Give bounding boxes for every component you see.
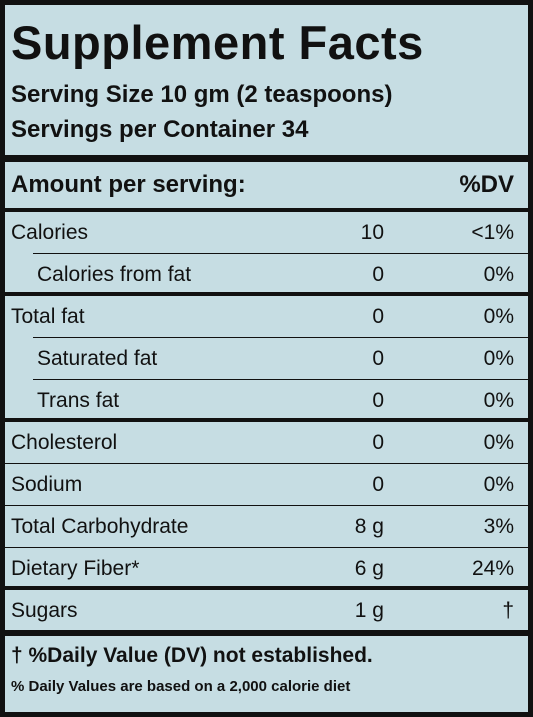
nutrient-name: Trans fat bbox=[37, 389, 120, 412]
nutrient-dv: 0% bbox=[483, 473, 514, 496]
nutrient-dv: † bbox=[502, 599, 514, 622]
nutrient-dv: 0% bbox=[483, 347, 514, 370]
footnote: % Daily Values are based on a 2,000 calo… bbox=[11, 678, 351, 695]
nutrient-row: Dietary Fiber* 6 g 24% bbox=[5, 548, 528, 590]
nutrient-amount: 0 bbox=[372, 347, 384, 370]
title: Supplement Facts bbox=[11, 16, 424, 69]
nutrient-amount: 0 bbox=[372, 305, 384, 328]
nutrient-dv: 0% bbox=[483, 431, 514, 454]
nutrient-row: Cholesterol 0 0% bbox=[5, 422, 528, 464]
nutrient-dv: 0% bbox=[483, 263, 514, 286]
nutrient-name: Dietary Fiber* bbox=[11, 557, 140, 580]
nutrient-row: Sodium 0 0% bbox=[5, 464, 528, 506]
nutrient-amount: 6 g bbox=[354, 557, 384, 580]
header-row: Amount per serving: %DV bbox=[5, 162, 528, 212]
nutrient-name: Total fat bbox=[11, 305, 85, 328]
nutrient-amount: 0 bbox=[372, 263, 384, 286]
nutrient-dv: 0% bbox=[483, 389, 514, 412]
nutrient-amount: 8 g bbox=[354, 515, 384, 538]
nutrient-dv: 3% bbox=[483, 515, 514, 538]
nutrient-name: Saturated fat bbox=[37, 347, 158, 370]
nutrient-name: Cholesterol bbox=[11, 431, 118, 454]
nutrient-dv: <1% bbox=[471, 221, 514, 244]
nutrient-name: Calories from fat bbox=[37, 263, 192, 286]
nutrient-dv: 0% bbox=[483, 305, 514, 328]
nutrient-row: Saturated fat 0 0% bbox=[5, 338, 528, 380]
nutrient-name: Sugars bbox=[11, 599, 78, 622]
nutrient-rows: Calories 10 <1% Calories from fat 0 0% Total f… bbox=[5, 212, 528, 636]
header-dv: %DV bbox=[459, 171, 514, 198]
nutrient-row: Sugars 1 g † bbox=[5, 590, 528, 636]
nutrient-row: Calories from fat 0 0% bbox=[5, 254, 528, 296]
nutrient-amount: 1 g bbox=[354, 599, 384, 622]
footnote: † %Daily Value (DV) not established. bbox=[11, 644, 373, 667]
nutrient-name: Total Carbohydrate bbox=[11, 515, 189, 538]
nutrient-name: Calories bbox=[11, 221, 89, 244]
header-amount: Amount per serving: bbox=[11, 171, 246, 198]
serving-size: Serving Size 10 gm (2 teaspoons) bbox=[11, 81, 393, 108]
nutrient-dv: 24% bbox=[471, 557, 514, 580]
nutrient-row: Calories 10 <1% bbox=[5, 212, 528, 254]
nutrient-amount: 0 bbox=[372, 473, 384, 496]
nutrient-name: Sodium bbox=[11, 473, 83, 496]
nutrient-row: Trans fat 0 0% bbox=[5, 380, 528, 422]
divider bbox=[5, 155, 528, 162]
nutrient-row: Total Carbohydrate 8 g 3% bbox=[5, 506, 528, 548]
nutrient-amount: 0 bbox=[372, 389, 384, 412]
nutrient-amount: 10 bbox=[360, 221, 384, 244]
servings-per-container: Servings per Container 34 bbox=[11, 116, 309, 143]
nutrient-amount: 0 bbox=[372, 431, 384, 454]
nutrient-row: Total fat 0 0% bbox=[5, 296, 528, 338]
